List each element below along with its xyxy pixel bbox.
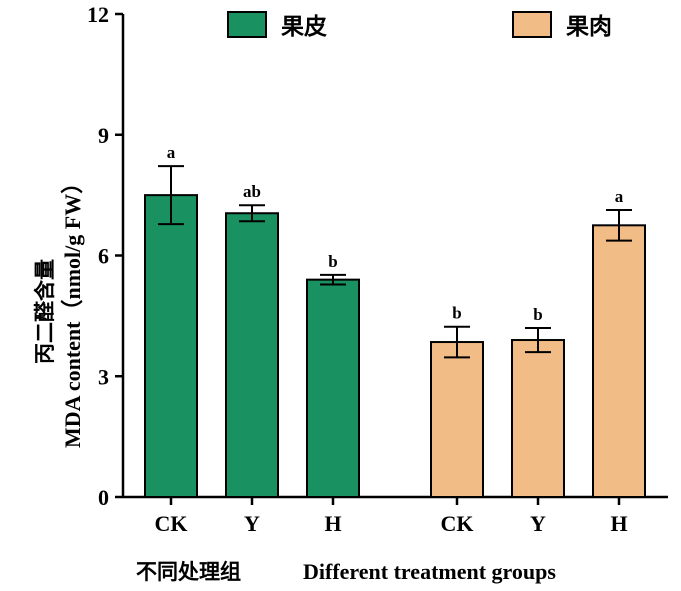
bar <box>306 278 360 498</box>
x-axis-ticks: CK Y H CK Y H <box>155 497 628 536</box>
significance-label: b <box>533 305 542 324</box>
legend-label-pulp: 果肉 <box>566 14 612 40</box>
bar <box>430 341 484 498</box>
x-tick-label: H <box>610 511 627 536</box>
y-tick-label: 3 <box>98 364 109 389</box>
bars-layer: a ab b b b a <box>144 143 646 499</box>
y-tick-label: 6 <box>98 244 109 269</box>
y-tick-label: 9 <box>98 123 109 148</box>
y-axis-ticks: 0 3 6 9 12 <box>87 2 123 510</box>
x-tick-label: Y <box>530 511 546 536</box>
x-tick-label: H <box>324 511 341 536</box>
x-tick-label: Y <box>244 511 260 536</box>
y-axis-title-group: 丙二醛含量 MDA content（nmol/g FW） <box>33 172 85 448</box>
x-tick-label: CK <box>155 511 188 536</box>
x-tick-label: CK <box>441 511 474 536</box>
legend-label-pericarp: 果皮 <box>281 14 327 40</box>
bar <box>225 212 279 499</box>
bar <box>144 194 198 498</box>
legend: 果皮 果肉 <box>227 11 612 40</box>
significance-label: b <box>452 304 461 323</box>
bar <box>592 224 646 498</box>
y-axis-title-cn: 丙二醛含量 <box>33 259 57 364</box>
x-axis-title-en: Different treatment groups <box>303 559 556 584</box>
bar <box>511 339 565 498</box>
x-axis-title-cn: 不同处理组 <box>136 560 241 584</box>
y-tick-label: 12 <box>87 2 109 27</box>
significance-label: a <box>167 143 176 162</box>
legend-swatch-pulp <box>512 11 552 38</box>
legend-swatch-pericarp <box>227 11 267 38</box>
significance-label: b <box>328 252 337 271</box>
significance-label: a <box>615 187 624 206</box>
y-axis-title-en: MDA content（nmol/g FW） <box>60 172 85 448</box>
y-tick-label: 0 <box>98 485 109 510</box>
significance-label: ab <box>243 182 261 201</box>
